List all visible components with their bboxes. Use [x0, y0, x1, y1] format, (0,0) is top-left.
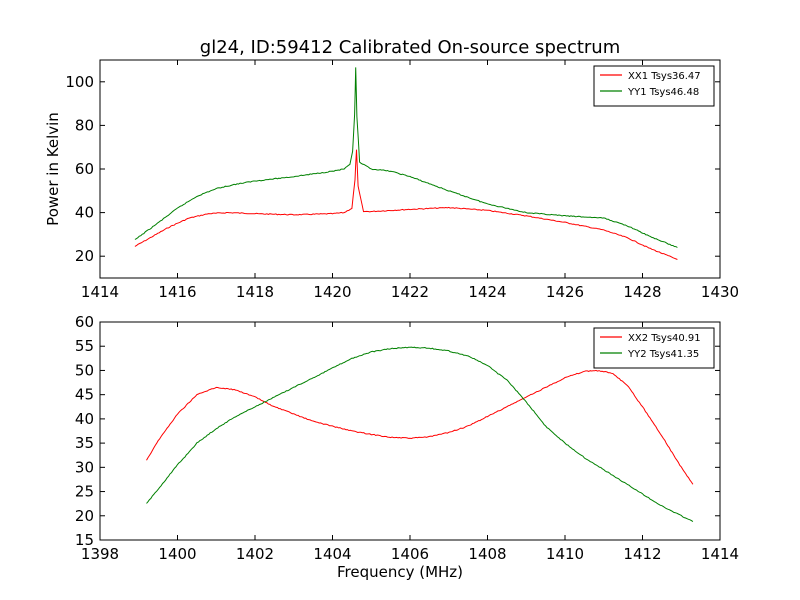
x-tick-label: 1420: [313, 283, 351, 301]
y-tick-label: 55: [75, 337, 94, 355]
y-tick-label: 15: [75, 531, 94, 549]
y-axis-label: Power in Kelvin: [44, 112, 62, 226]
chart-title: gl24, ID:59412 Calibrated On-source spec…: [200, 37, 620, 58]
x-tick-label: 1416: [158, 283, 196, 301]
top-plot: 1414 1416 1418 1420 1422 1424 1426 1428 1430 20 40…: [44, 59, 739, 301]
legend-box: [593, 65, 715, 107]
legend-entry: YY1 Tsys46.48: [627, 87, 699, 98]
x-tick-label: 1398: [81, 545, 119, 563]
y-tick-label: 20: [75, 247, 94, 265]
x-tick-label: 1428: [623, 283, 661, 301]
y-tick-label: 100: [65, 73, 94, 91]
x-tick-label: 1402: [236, 545, 274, 563]
x-tick-label: 1404: [313, 545, 351, 563]
x-tick-label: 1410: [546, 545, 584, 563]
y-tick-label: 45: [75, 386, 94, 404]
series-line-YY2 Tsys41.35: [146, 346, 694, 523]
bottom-plot: 1398 1400 1402 1404 1406 1408 1410 1412 1414 15 20…: [75, 313, 739, 581]
series-line-YY1 Tsys46.48: [134, 67, 678, 248]
y-tick-label: 35: [75, 434, 94, 452]
x-tick-label: 1406: [391, 545, 429, 563]
legend-entry: XX2 Tsys40.91: [628, 333, 701, 344]
y-tick-label: 20: [75, 507, 94, 525]
legend-box: [593, 327, 715, 369]
series-line-XX2 Tsys40.91: [146, 369, 694, 485]
x-tick-label: 1412: [623, 545, 661, 563]
y-tick-label: 50: [75, 361, 94, 379]
x-tick-label: 1424: [468, 283, 506, 301]
x-tick-label: 1422: [391, 283, 429, 301]
series-line-XX1 Tsys36.47: [134, 149, 678, 260]
y-tick-label: 60: [75, 313, 94, 331]
y-tick-label: 40: [75, 410, 94, 428]
x-tick-label: 1414: [701, 545, 739, 563]
x-tick-label: 1414: [81, 283, 119, 301]
x-tick-label: 1418: [236, 283, 274, 301]
legend-entry: YY2 Tsys41.35: [627, 349, 699, 360]
x-tick-label: 1408: [468, 545, 506, 563]
y-tick-label: 25: [75, 483, 94, 501]
x-axis-label: Frequency (MHz): [337, 563, 463, 581]
y-tick-label: 60: [75, 160, 94, 178]
x-tick-label: 1430: [701, 283, 739, 301]
y-tick-label: 40: [75, 204, 94, 222]
legend-entry: XX1 Tsys36.47: [628, 71, 701, 82]
y-tick-label: 80: [75, 116, 94, 134]
x-tick-label: 1426: [546, 283, 584, 301]
y-tick-label: 30: [75, 458, 94, 476]
x-tick-label: 1400: [158, 545, 196, 563]
